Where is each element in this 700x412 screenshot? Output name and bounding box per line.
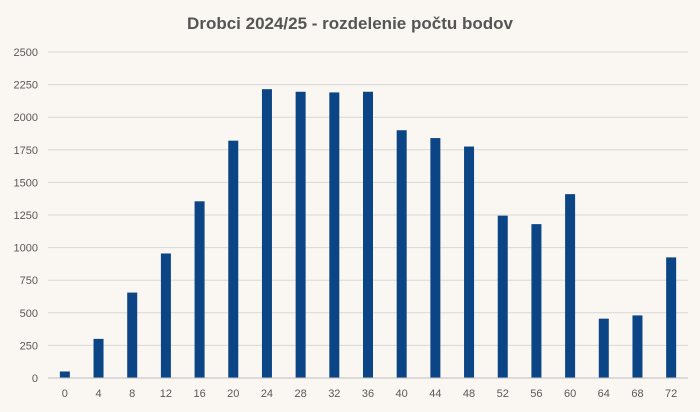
x-tick-label: 44	[429, 388, 441, 400]
x-tick-label: 16	[193, 388, 205, 400]
bar-56	[531, 224, 542, 378]
bar-36	[363, 91, 373, 378]
bar-64	[598, 318, 609, 378]
x-tick-label: 12	[160, 388, 172, 400]
x-tick-label: 60	[564, 388, 576, 400]
bar-48	[464, 146, 475, 378]
x-tick-label: 0	[62, 388, 68, 400]
x-axis-ticks: 0 4 8 12 16 20 24 28 32 36 40 44 48 52 56 60 64 68 72	[62, 388, 678, 400]
x-tick-label: 36	[362, 388, 374, 400]
y-tick-label: 0	[32, 373, 38, 385]
bars	[59, 89, 677, 378]
x-tick-label: 40	[396, 388, 408, 400]
y-tick-label: 1250	[14, 210, 38, 222]
x-tick-label: 24	[261, 388, 273, 400]
bar-60	[565, 194, 576, 378]
y-tick-label: 250	[20, 340, 38, 352]
x-tick-label: 28	[295, 388, 307, 400]
x-tick-label: 72	[665, 388, 677, 400]
bar-12	[160, 253, 171, 378]
y-tick-label: 2250	[14, 80, 38, 92]
bar-8	[127, 292, 138, 378]
bar-20	[228, 140, 239, 378]
bar-16	[194, 201, 205, 378]
y-tick-label: 750	[20, 275, 38, 287]
x-tick-label: 20	[227, 388, 239, 400]
bar-32	[329, 92, 340, 378]
x-tick-label: 32	[328, 388, 340, 400]
bar-52	[497, 215, 508, 378]
bar-68	[632, 315, 643, 378]
y-tick-label: 1750	[14, 145, 38, 157]
bar-0	[59, 371, 70, 378]
x-tick-label: 52	[497, 388, 509, 400]
y-tick-label: 2000	[14, 112, 38, 124]
x-tick-label: 48	[463, 388, 475, 400]
y-tick-label: 1500	[14, 177, 38, 189]
x-tick-label: 56	[530, 388, 542, 400]
y-tick-label: 2500	[14, 47, 38, 59]
y-tick-label: 1000	[14, 243, 38, 255]
bar-24	[261, 89, 272, 378]
bar-4	[93, 338, 104, 378]
x-tick-label: 68	[631, 388, 643, 400]
x-tick-label: 8	[129, 388, 135, 400]
bar-28	[295, 91, 306, 378]
bar-40	[396, 130, 407, 378]
chart-title: Drobci 2024/25 - rozdelenie počtu bodov	[187, 14, 513, 33]
y-tick-label: 500	[20, 308, 38, 320]
x-tick-label: 64	[598, 388, 610, 400]
y-axis-ticks: 0 250 500 750 1000 1250 1500 1750 2000 2250 2500	[14, 47, 38, 385]
bar-44	[430, 138, 441, 378]
x-tick-label: 4	[95, 388, 101, 400]
bar-72	[666, 257, 677, 378]
